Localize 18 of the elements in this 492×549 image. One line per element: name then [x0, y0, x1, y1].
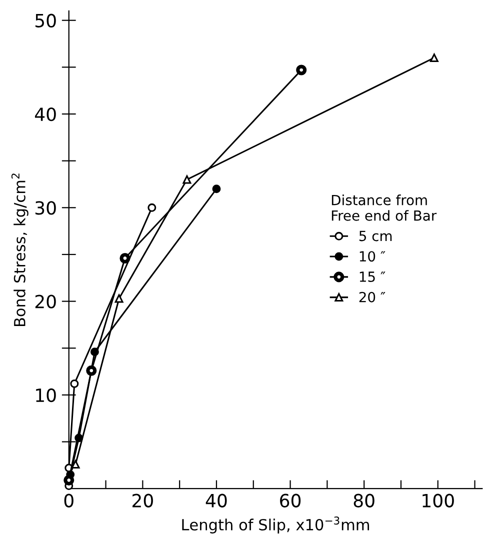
x-tick-label: 40 — [206, 494, 227, 508]
x-tick-label: 60 — [280, 494, 301, 508]
x-axis-title: Length of Slip, x10$^{−3}$mm — [182, 516, 369, 534]
legend-label: 5 cm — [359, 230, 392, 242]
y-axis-title: Bond Stress, kg/cm$^{2}$ — [11, 174, 28, 326]
y-tick-label: 20 — [35, 294, 56, 308]
x-tick-label: 0 — [64, 494, 74, 508]
x-tick-label: 20 — [132, 494, 153, 508]
legend-title: Distance from Free end of Bar — [332, 194, 437, 221]
y-tick-label: 10 — [36, 388, 56, 402]
y-tick-label: 50 — [35, 14, 56, 28]
x-tick-label: 100 — [422, 494, 454, 508]
legend-label: 10 ″ — [360, 251, 386, 262]
legend-label: 20 ″ — [359, 292, 386, 302]
legend-label: 15 ″ — [360, 272, 386, 282]
y-tick-label: 30 — [35, 201, 56, 215]
x-tick-label: 80 — [354, 494, 374, 508]
y-tick-label: 40 — [34, 107, 56, 122]
